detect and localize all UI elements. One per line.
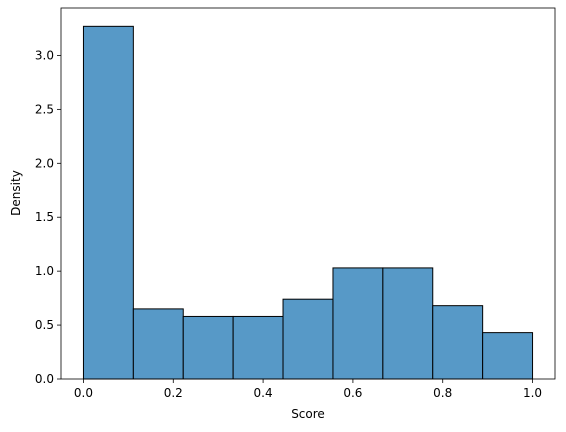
y-tick-label: 1.5 bbox=[35, 210, 54, 224]
bar bbox=[182, 315, 234, 380]
bar bbox=[282, 298, 334, 380]
bar bbox=[132, 308, 184, 380]
bar bbox=[332, 267, 384, 380]
bar bbox=[82, 25, 134, 380]
x-tick-label: 1.0 bbox=[523, 386, 542, 400]
plot-frame bbox=[60, 7, 556, 380]
bar bbox=[382, 267, 434, 380]
x-tick-label: 0.6 bbox=[343, 386, 362, 400]
y-tick-label: 3.0 bbox=[35, 48, 54, 62]
x-tick-label: 0.2 bbox=[164, 386, 183, 400]
y-tick-label: 0.5 bbox=[35, 318, 54, 332]
x-axis-label: Score bbox=[291, 407, 325, 421]
y-tick-label: 1.0 bbox=[35, 264, 54, 278]
y-axis-label: Density bbox=[9, 170, 23, 216]
bar bbox=[432, 305, 484, 380]
x-tick-label: 0.4 bbox=[254, 386, 273, 400]
x-tick-label: 0.8 bbox=[433, 386, 452, 400]
y-tick-label: 0.0 bbox=[35, 372, 54, 386]
bar bbox=[482, 332, 534, 380]
x-tick-label: 0.0 bbox=[74, 386, 93, 400]
y-tick-label: 2.5 bbox=[35, 102, 54, 116]
y-tick-label: 2.0 bbox=[35, 156, 54, 170]
bar bbox=[232, 315, 284, 380]
